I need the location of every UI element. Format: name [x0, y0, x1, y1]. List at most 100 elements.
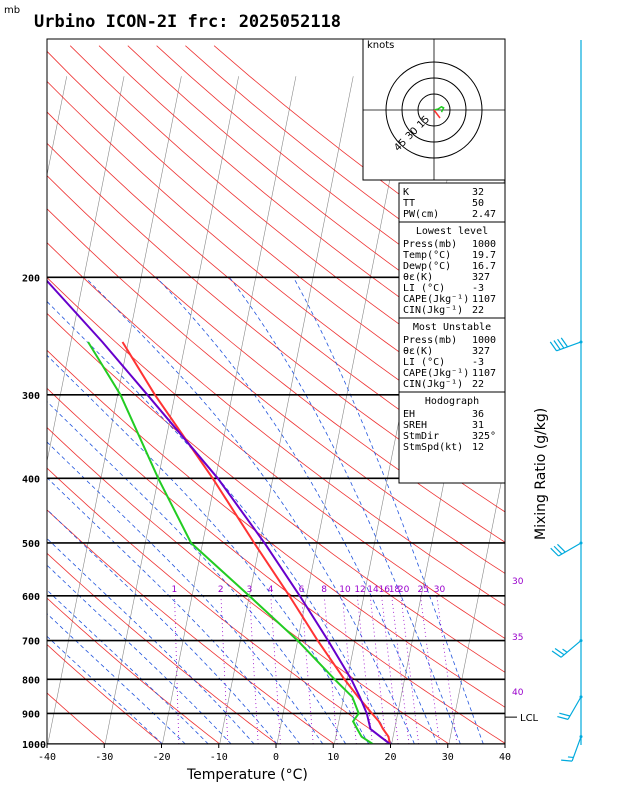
index-section-title: Lowest level: [416, 226, 488, 237]
moist-adiabat: [229, 277, 461, 744]
mixing-ratio-label: 10: [339, 585, 351, 595]
pressure-tick-label: 300: [22, 391, 40, 402]
dry-adiabat: [47, 111, 505, 483]
index-value: 1000: [472, 335, 496, 346]
index-key: StmSpd(kt): [403, 442, 463, 453]
index-key: θε(K): [403, 346, 433, 357]
index-value: 1107: [472, 368, 496, 379]
wind-barbs: [549, 337, 583, 762]
index-table-frame: [398, 182, 506, 484]
right-edge-label: 30: [512, 577, 524, 587]
mixing-ratio-line: [400, 595, 420, 744]
pressure-tick-label: 1000: [22, 740, 46, 751]
x-tick-label: 0: [273, 752, 279, 763]
mixing-ratio-label: 14: [367, 585, 379, 595]
wind-barb: [551, 639, 583, 658]
index-key: K: [403, 187, 409, 198]
wind-barb: [557, 695, 583, 720]
mixing-ratio-label: 18: [389, 585, 401, 595]
chart-title: Urbino ICON-2I frc: 2025052118: [34, 12, 341, 32]
dry-adiabat: [98, 45, 505, 372]
index-key: CAPE(Jkg⁻¹): [403, 368, 469, 379]
index-section-title: Hodograph: [425, 396, 479, 407]
hodograph-ring: [401, 77, 467, 143]
index-value: 2.47: [472, 209, 496, 220]
mixing-ratio-line: [381, 595, 399, 744]
index-value: 50: [472, 198, 484, 209]
mixing-ratio-line: [270, 595, 281, 744]
mixing-ratio-line: [249, 595, 259, 744]
isotherm: [47, 76, 182, 744]
index-value: 327: [472, 272, 490, 283]
isotherm: [219, 76, 354, 744]
isotherm: [506, 76, 618, 744]
mixing-ratio-label: 4: [268, 585, 274, 595]
wind-barb: [549, 337, 583, 352]
storm-motion-vector: [433, 109, 441, 119]
index-value: 36: [472, 409, 484, 420]
wind-barb: [550, 541, 583, 557]
x-tick-label: -20: [152, 752, 170, 763]
index-value: 19.7: [472, 250, 496, 261]
mixing-ratio-line: [301, 595, 314, 744]
index-key: TT: [403, 198, 415, 209]
moist-adiabat: [84, 277, 415, 744]
dry-adiabat: [47, 509, 335, 744]
index-value: 327: [472, 346, 490, 357]
index-value: 32: [472, 187, 484, 198]
pressure-tick-label: 400: [22, 474, 40, 485]
x-tick-label: -10: [210, 752, 228, 763]
mixing-ratio-label: 1: [172, 585, 178, 595]
right-edge-label: 40: [512, 688, 524, 698]
temperature-profile: [121, 341, 391, 744]
index-key: Press(mb): [403, 239, 457, 250]
mixing-ratio-label: 12: [354, 585, 365, 595]
dry-adiabat: [47, 208, 505, 574]
moist-adiabat: [47, 477, 301, 744]
mixing-ratio-line: [369, 595, 387, 744]
hodograph-unit-label: knots: [367, 40, 394, 51]
pressure-tick-label: 200: [22, 273, 40, 284]
dry-adiabat: [47, 597, 221, 744]
dry-adiabat: [47, 277, 505, 639]
index-value: 1107: [472, 294, 496, 305]
index-value: -3: [472, 283, 484, 294]
x-tick-label: 30: [442, 752, 454, 763]
x-tick-label: -40: [38, 752, 56, 763]
index-value: 22: [472, 379, 484, 390]
dry-adiabat: [47, 387, 505, 744]
index-key: CIN(Jkg⁻¹): [403, 379, 463, 390]
index-key: CIN(Jkg⁻¹): [403, 305, 463, 316]
mixing-ratio-line: [391, 595, 410, 744]
mixing-ratio-label: 25: [417, 585, 428, 595]
index-value: 16.7: [472, 261, 496, 272]
x-tick-label: -30: [95, 752, 113, 763]
mixing-ratio-label: 3: [247, 585, 253, 595]
dry-adiabat: [47, 349, 505, 708]
index-value: 1000: [472, 239, 496, 250]
hodograph-ring: [385, 61, 483, 159]
moist-adiabat: [47, 537, 255, 744]
x-axis-label: Temperature (°C): [186, 767, 308, 783]
hodograph-ring: [417, 93, 451, 127]
index-value: 12: [472, 442, 484, 453]
pressure-tick-label: 800: [22, 675, 40, 686]
dry-adiabat: [47, 242, 505, 607]
index-key: Temp(°C): [403, 250, 451, 261]
pressure-tick-label: 900: [22, 709, 40, 720]
x-tick-label: 20: [384, 752, 396, 763]
mixing-ratio-label: 30: [434, 585, 446, 595]
isotherm: [162, 76, 297, 744]
dewpoint-profile: [87, 341, 374, 744]
pressure-tick-label: 600: [22, 592, 40, 603]
right-axis-label: Mixing Ratio (g/kg): [533, 408, 549, 540]
mixing-ratio-line: [323, 595, 338, 744]
dry-adiabat: [47, 552, 278, 744]
isotherm: [448, 461, 505, 744]
index-key: θε(K): [403, 272, 433, 283]
pressure-tick-label: 700: [22, 637, 40, 648]
mixing-ratio-line: [436, 595, 458, 744]
index-key: EH: [403, 409, 415, 420]
